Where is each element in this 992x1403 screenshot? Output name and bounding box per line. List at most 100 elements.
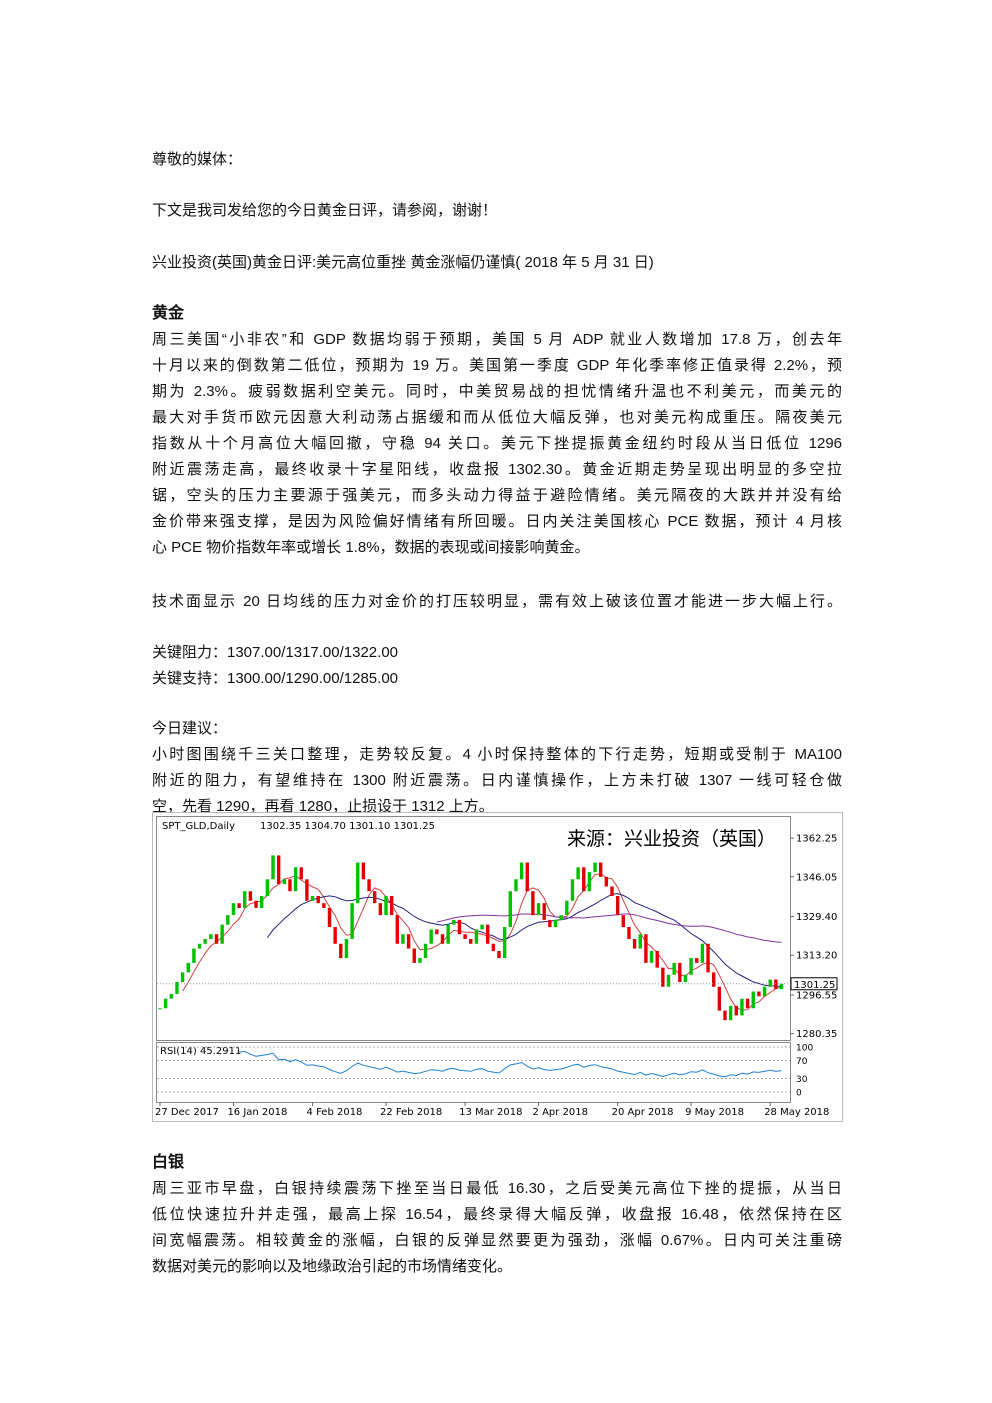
- heading: 黄金: [152, 305, 185, 322]
- candle: [717, 986, 722, 1011]
- candle: [220, 924, 224, 944]
- candle: [361, 862, 366, 880]
- moving-average: [182, 873, 782, 1011]
- x-tick-label: 16 Jan 2018: [227, 1107, 287, 1118]
- candle: [395, 915, 399, 944]
- text-line: 附近震荡走高，最终收录十字星阳线，收盘报 1302.30。黄金近期走势呈现出明显…: [152, 461, 842, 478]
- candle: [406, 934, 411, 949]
- candle: [209, 934, 213, 939]
- candle: [214, 934, 219, 944]
- candle: [293, 867, 298, 892]
- rsi-tick-label: 30: [796, 1075, 808, 1085]
- candle: [514, 879, 518, 892]
- candle: [599, 862, 603, 877]
- heading: 白银: [152, 1154, 185, 1171]
- candle: [401, 934, 405, 944]
- candle: [412, 948, 416, 963]
- heading: 今日建议：: [152, 720, 228, 737]
- x-tick-label: 20 Apr 2018: [612, 1107, 674, 1118]
- candle: [519, 862, 524, 880]
- candle: [570, 879, 575, 901]
- candle: [508, 891, 512, 928]
- candle: [339, 943, 343, 959]
- candle: [565, 900, 569, 916]
- candle: [536, 903, 541, 916]
- candle: [260, 896, 264, 908]
- candle: [322, 903, 326, 908]
- candle: [486, 924, 490, 944]
- candle: [305, 879, 309, 901]
- candle: [158, 1008, 162, 1010]
- candle: [627, 927, 631, 939]
- rsi-label: RSI(14) 45.2911: [160, 1046, 241, 1057]
- candle: [378, 903, 383, 916]
- candle: [502, 927, 507, 959]
- candle: [610, 886, 614, 896]
- rsi-tick-label: 0: [796, 1089, 802, 1099]
- candle: [440, 934, 445, 944]
- main-panel: [156, 816, 791, 1041]
- candle: [367, 879, 371, 892]
- x-tick-label: 9 May 2018: [685, 1107, 744, 1118]
- candle: [745, 998, 750, 1009]
- candle: [356, 862, 360, 904]
- text-line: 锯，空头的压力主要源于强美元，而多头动力得益于避险情绪。美元隔夜的大跌并并没有给: [152, 487, 842, 504]
- text-line: 心 PCE 物价指数年率或增长 1.8%，数据的表现或间接影响黄金。: [152, 539, 590, 556]
- candle: [734, 1005, 738, 1016]
- x-tick-label: 13 Mar 2018: [459, 1107, 522, 1118]
- candle: [672, 962, 676, 975]
- text-line: 周三亚市早盘，白银持续震荡下挫至当日最低 16.30，之后受美元高位下挫的提振，…: [152, 1180, 842, 1197]
- text-line: 最大对手货币欧元因意大利动荡占据缓和而从低位大幅反弹，也对美元构成重压。隔夜美元: [152, 409, 842, 426]
- candle: [553, 919, 558, 928]
- candle: [237, 903, 241, 908]
- candle: [779, 983, 784, 990]
- y-tick-label: 1313.20: [796, 951, 837, 962]
- text-line: 间宽幅震荡。相较黄金的涨幅，白银的反弹显然要更为强劲，涨幅 0.67%。日内可关…: [152, 1232, 842, 1249]
- candle: [186, 962, 190, 973]
- text-line: 小时图围绕千三关口整理，走势较反复。4 小时保持整体的下行走势，短期或受制于 M…: [152, 746, 842, 763]
- candle: [163, 998, 168, 1009]
- candle: [231, 903, 236, 916]
- text-line: 指数从十个月高位大幅回撤，守稳 94 关口。美元下挫提振黄金纽约时段从当日低位 …: [152, 435, 842, 452]
- text-line: 空，先看 1290，再看 1280，止损设于 1312 上方。: [152, 798, 494, 815]
- moving-average: [266, 893, 782, 987]
- chart-frame: [152, 812, 843, 1122]
- candle: [757, 991, 761, 997]
- candle: [712, 972, 716, 987]
- y-tick-label: 1346.05: [796, 872, 837, 883]
- y-tick-label: 1296.55: [796, 990, 837, 1001]
- candle: [389, 896, 394, 916]
- candle: [655, 950, 659, 968]
- x-tick-label: 4 Feb 2018: [307, 1107, 363, 1118]
- candle: [248, 891, 253, 901]
- candle: [728, 1005, 733, 1021]
- technical: 技术面显示 20 日均线的压力对金价的打压较明显，需有效上破该位置才能进一步大幅…: [152, 593, 842, 610]
- candle: [344, 938, 349, 959]
- candle: [706, 943, 710, 973]
- candle: [384, 896, 388, 916]
- candle: [203, 938, 207, 944]
- rsi-tick-label: 70: [796, 1057, 808, 1067]
- candle: [497, 950, 501, 959]
- candle: [582, 867, 586, 892]
- text-line: 周三美国“小非农”和 GDP 数据均弱于预期，美国 5 月 ADP 就业人数增加…: [152, 331, 842, 348]
- candle: [457, 919, 462, 935]
- price-tag-label: 1301.25: [794, 980, 835, 991]
- candle: [621, 915, 625, 928]
- x-tick-label: 27 Dec 2017: [155, 1107, 219, 1118]
- candle: [644, 934, 648, 963]
- candle: [695, 958, 699, 963]
- candle: [491, 943, 496, 951]
- candle: [192, 948, 196, 963]
- candle: [542, 903, 546, 920]
- candle: [282, 879, 286, 885]
- greeting: 尊敬的媒体：: [152, 151, 243, 168]
- candle: [310, 896, 315, 901]
- candle: [418, 958, 422, 963]
- candle: [265, 879, 270, 896]
- candle: [197, 943, 202, 949]
- candle: [254, 900, 258, 908]
- candle: [169, 993, 173, 999]
- candle: [474, 929, 479, 944]
- candle: [226, 915, 230, 925]
